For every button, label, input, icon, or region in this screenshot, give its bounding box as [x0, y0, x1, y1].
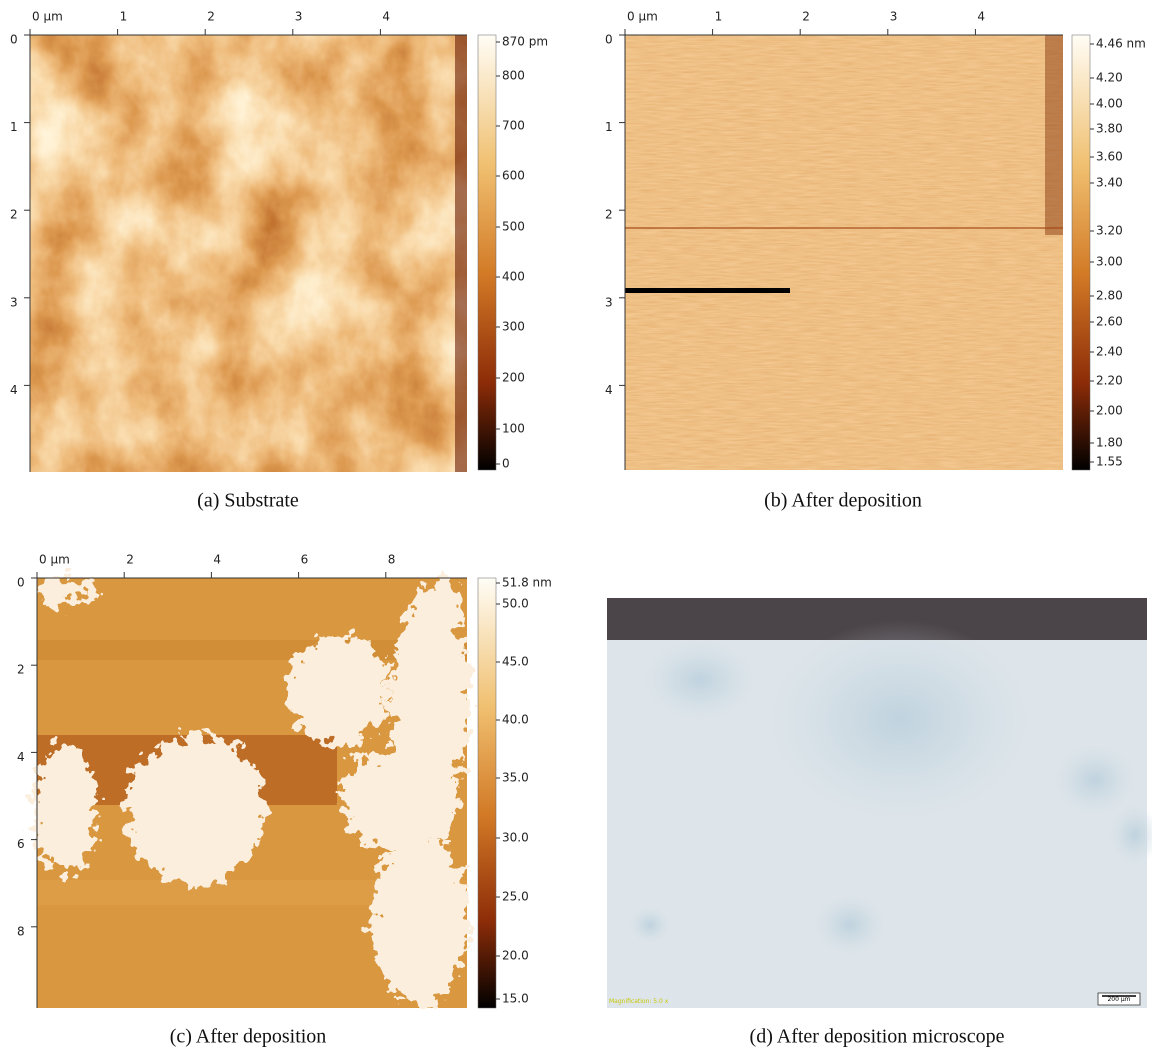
y-tick-label: 0 — [17, 576, 25, 590]
x-tick-label: 4 — [382, 10, 390, 24]
afm-image — [30, 35, 467, 472]
colorbar-label: 800 — [502, 69, 525, 83]
caption: (d) After deposition microscope — [750, 1026, 1005, 1048]
colorbar — [1072, 35, 1090, 470]
afm-image — [33, 578, 470, 1008]
colorbar-label: 100 — [502, 422, 525, 436]
colorbar-label: 400 — [502, 270, 525, 284]
colorbar — [478, 35, 496, 470]
x-tick-label: 0 µm — [627, 10, 658, 24]
colorbar-label: 870 pm — [502, 35, 548, 49]
y-tick-label: 2 — [605, 208, 613, 222]
x-tick-label: 4 — [977, 10, 985, 24]
x-tick-label: 6 — [301, 553, 309, 567]
colorbar-label: 200 — [502, 371, 525, 385]
colorbar-label: 3.20 — [1096, 224, 1123, 238]
scale-bar-label: 200 µm — [1107, 996, 1130, 1003]
y-tick-label: 0 — [605, 33, 613, 47]
y-tick-label: 4 — [17, 750, 25, 764]
y-tick-label: 3 — [10, 295, 18, 309]
colorbar-label: 45.0 — [502, 655, 529, 669]
x-tick-label: 1 — [715, 10, 723, 24]
y-tick-label: 4 — [605, 383, 613, 397]
colorbar-label: 3.60 — [1096, 150, 1123, 164]
y-tick-label: 0 — [10, 33, 18, 47]
figure: Magnification: 5.0 x 200 µm (a) Substrat… — [0, 0, 1152, 1055]
y-tick-label: 1 — [605, 120, 613, 134]
colorbar-label: 25.0 — [502, 890, 529, 904]
x-tick-label: 1 — [120, 10, 128, 24]
caption: (b) After deposition — [764, 490, 922, 512]
y-tick-label: 4 — [10, 383, 18, 397]
colorbar-label: 2.40 — [1096, 345, 1123, 359]
colorbar-label: 0 — [502, 457, 510, 471]
image-edge — [455, 35, 467, 472]
y-tick-label: 2 — [17, 663, 25, 677]
colorbar-label: 2.60 — [1096, 315, 1123, 329]
colorbar-label: 35.0 — [502, 771, 529, 785]
y-tick-label: 6 — [17, 837, 25, 851]
x-tick-label: 0 µm — [32, 10, 63, 24]
colorbar-label: 51.8 nm — [502, 576, 552, 590]
colorbar-label: 4.20 — [1096, 71, 1123, 85]
colorbar-label: 40.0 — [502, 713, 529, 727]
colorbar-label: 20.0 — [502, 949, 529, 963]
x-tick-label: 2 — [207, 10, 215, 24]
x-tick-label: 8 — [388, 553, 396, 567]
colorbar — [478, 578, 496, 1008]
colorbar-label: 4.46 nm — [1096, 37, 1146, 51]
x-tick-label: 3 — [295, 10, 303, 24]
colorbar-label: 500 — [502, 220, 525, 234]
x-tick-label: 0 µm — [39, 553, 70, 567]
colorbar-label: 30.0 — [502, 831, 529, 845]
colorbar-label: 1.55 — [1096, 455, 1123, 469]
caption: (a) Substrate — [197, 490, 299, 512]
colorbar-label: 2.80 — [1096, 289, 1123, 303]
colorbar-label: 3.00 — [1096, 255, 1123, 269]
colorbar-label: 3.40 — [1096, 176, 1123, 190]
colorbar-label: 300 — [502, 320, 525, 334]
colorbar-label: 15.0 — [502, 992, 529, 1006]
y-tick-label: 2 — [10, 208, 18, 222]
x-tick-label: 2 — [802, 10, 810, 24]
image-edge — [1045, 35, 1063, 235]
colorbar-label: 1.80 — [1096, 436, 1123, 450]
colorbar-label: 3.80 — [1096, 122, 1123, 136]
colorbar-label: 50.0 — [502, 597, 529, 611]
magnification-label: Magnification: 5.0 x — [609, 998, 669, 1005]
colorbar-label: 2.20 — [1096, 374, 1123, 388]
x-tick-label: 2 — [126, 553, 134, 567]
colorbar-label: 4.00 — [1096, 97, 1123, 111]
colorbar-label: 700 — [502, 119, 525, 133]
x-tick-label: 4 — [213, 553, 221, 567]
afm-image — [625, 35, 1063, 470]
x-tick-label: 3 — [890, 10, 898, 24]
microscope-image — [607, 598, 1152, 1008]
y-tick-label: 1 — [10, 120, 18, 134]
page: {"panels": [ {"caption": "(a) Substrate"… — [0, 0, 1152, 1055]
caption: (c) After deposition — [170, 1026, 327, 1048]
y-tick-label: 3 — [605, 295, 613, 309]
colorbar-label: 2.00 — [1096, 404, 1123, 418]
colorbar-label: 600 — [502, 169, 525, 183]
y-tick-label: 8 — [17, 924, 25, 938]
scan-artifact — [625, 288, 790, 293]
